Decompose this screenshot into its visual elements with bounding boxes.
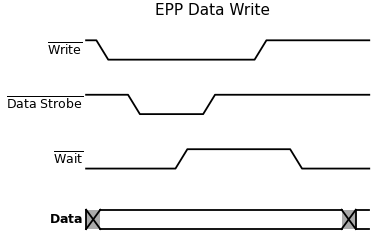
Text: $\mathbf{Data}$: $\mathbf{Data}$: [49, 213, 83, 226]
Text: $\overline{\mathrm{Write}}$: $\overline{\mathrm{Write}}$: [47, 42, 83, 58]
Polygon shape: [341, 210, 356, 229]
Text: $\overline{\mathrm{Data\ Strobe}}$: $\overline{\mathrm{Data\ Strobe}}$: [6, 96, 83, 113]
Title: EPP Data Write: EPP Data Write: [155, 3, 270, 18]
Text: $\overline{\mathrm{Wait}}$: $\overline{\mathrm{Wait}}$: [53, 151, 83, 167]
Polygon shape: [86, 210, 100, 229]
